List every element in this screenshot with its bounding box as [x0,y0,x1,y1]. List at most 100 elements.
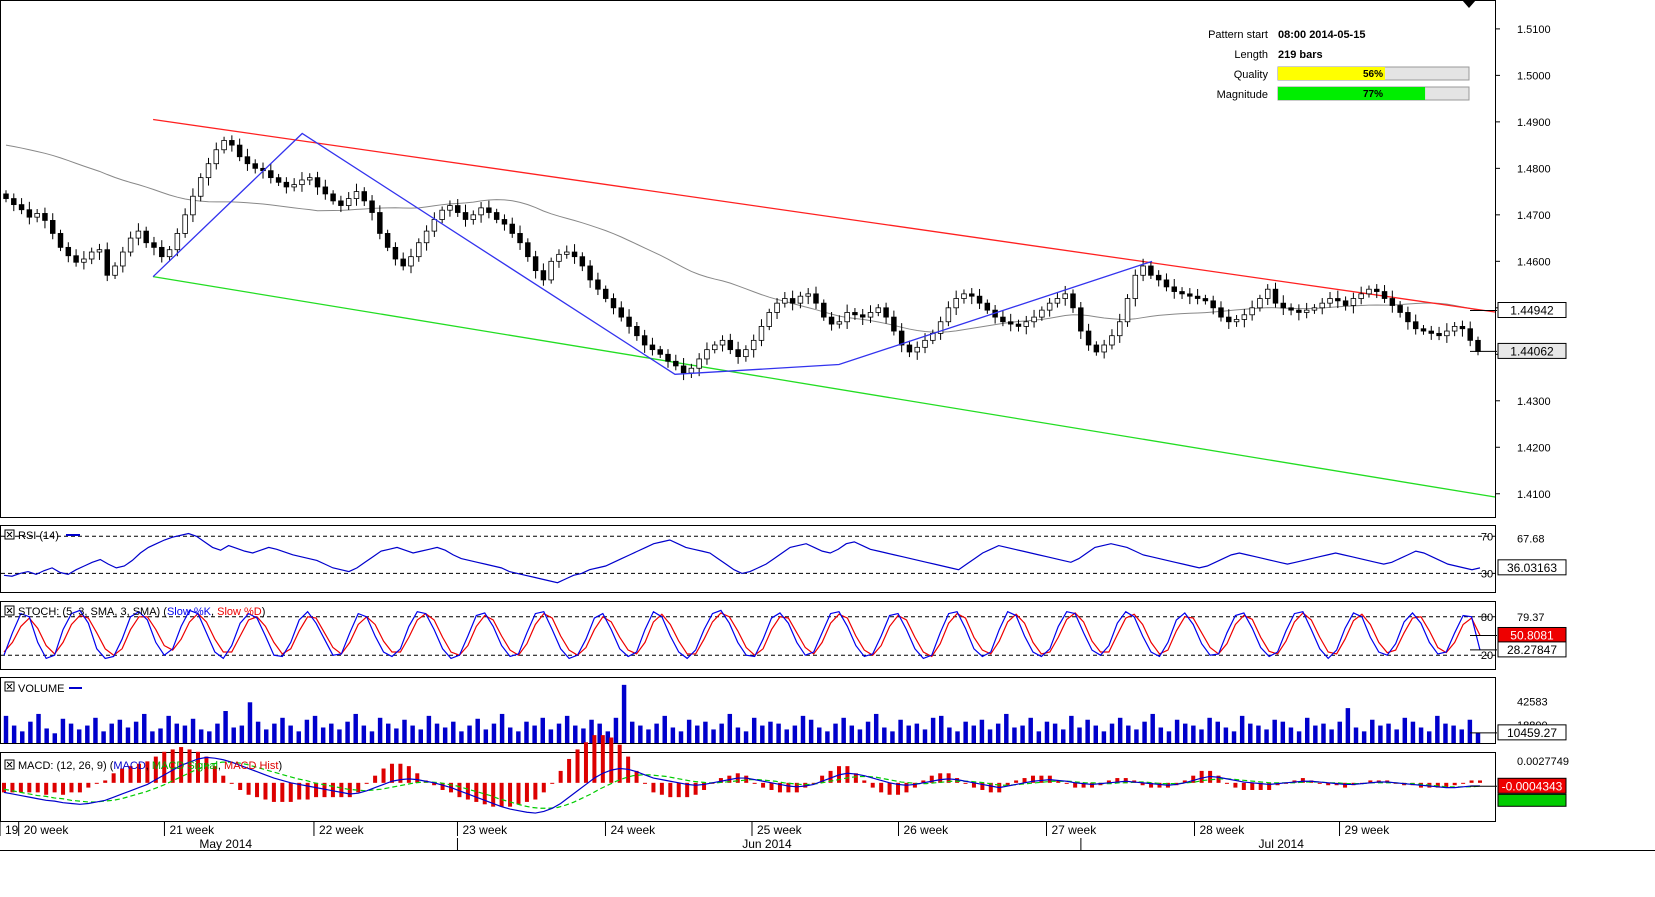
volume-bar [1215,721,1220,743]
volume-bar [1426,731,1432,743]
candle [221,136,227,154]
candle-body [688,367,695,374]
candle [143,226,149,248]
volume-bar [1191,725,1196,743]
macd-hist-bar [491,782,496,807]
candle-body [120,251,126,267]
candle [174,228,181,257]
macd-hist-bar [170,749,175,783]
candle-body [797,295,804,304]
price-tick-label: 1.5000 [1517,70,1551,82]
candle-body [88,251,95,260]
candle-body [626,316,632,327]
candle-body [268,170,274,179]
macd-hist-name: MACD Hist [224,760,278,772]
candle-body [307,177,313,181]
volume-bar [207,731,212,743]
candle-body [57,233,64,248]
candle-body [680,365,687,374]
macd-hist-bar [1250,782,1255,790]
week-label: 22 week [319,823,365,837]
candle-body [205,163,212,179]
volume-bar [987,729,993,743]
volume-axis-label: 42583 [1517,697,1548,709]
candle-body [610,298,617,309]
week-label: 28 week [1200,823,1246,837]
candle [322,179,329,200]
macd-signal-name: MACD Signal [152,760,218,772]
candle-body [1241,314,1248,320]
candle-body [151,242,157,248]
rsi-line [3,532,1481,584]
candle [665,349,671,368]
volume-bar [451,721,456,743]
volume-bar [1304,717,1310,743]
candle [81,251,87,270]
volume-bar [231,727,236,743]
candle-body [937,321,944,334]
candle-body [1070,293,1076,309]
macd-hist-bar [676,782,681,798]
candle [369,195,375,221]
candle [1280,295,1287,316]
candle-body [517,233,523,244]
macd-hist-bar [912,782,917,788]
candle-body [976,295,983,304]
macd-hist-bar [111,773,116,783]
candle [758,319,765,347]
macd-hist-bar [668,782,673,798]
candle [462,204,469,227]
candle-body [338,200,344,206]
magnitude-bar-fill [1278,87,1426,100]
candle-body [236,144,243,158]
candle [1226,309,1232,329]
candle-body [1015,323,1022,327]
candle-body [821,302,827,318]
volume-bar [296,731,302,743]
candle [1381,285,1388,303]
volume-bar [922,729,928,743]
volume-bar [1475,732,1481,743]
candle-body [782,298,788,304]
candle [1155,270,1162,287]
volume-bar [1443,723,1448,743]
stoch-title: STOCH: (5, 3, SMA, 3, SMA) (Slow %K, Slo… [4,605,265,618]
volume-bar [1378,725,1383,743]
candle [1475,336,1481,356]
stoch-d-line [3,612,1481,658]
macd-hist-bar [600,735,605,783]
macd-hist-bar [1199,770,1204,783]
candle-body [353,191,360,199]
candle [268,163,274,184]
candle [1210,295,1216,315]
candle-body [1342,300,1349,306]
volume-bar [768,721,773,743]
volume-bar [873,713,879,743]
candle-body [984,302,991,311]
candle [774,298,780,319]
volume-bar [1313,725,1318,743]
candle-body [1257,298,1263,309]
volume-bar [1231,731,1237,743]
volume-bar [597,723,602,743]
candle-body [1124,298,1131,323]
macd-hist-bar [1140,782,1145,786]
macd-hist-bar [297,782,302,800]
candle [299,172,305,192]
candle [1374,284,1380,299]
candle-body [789,298,796,304]
candle-body [1171,286,1177,292]
volume-bar [166,715,171,743]
macd-hist-bar [887,782,892,795]
candle-body [1264,288,1271,299]
candle [1093,341,1100,356]
quality-label: Quality [1234,69,1269,81]
volume-bar [410,725,415,743]
price-label-box [1497,302,1567,319]
volume-bar [1239,715,1245,743]
volume-bar [198,729,204,743]
candle-body [743,349,749,358]
week-label: 27 week [1052,823,1098,837]
macd-hist-bar [592,735,597,783]
volume-bar [109,723,114,743]
